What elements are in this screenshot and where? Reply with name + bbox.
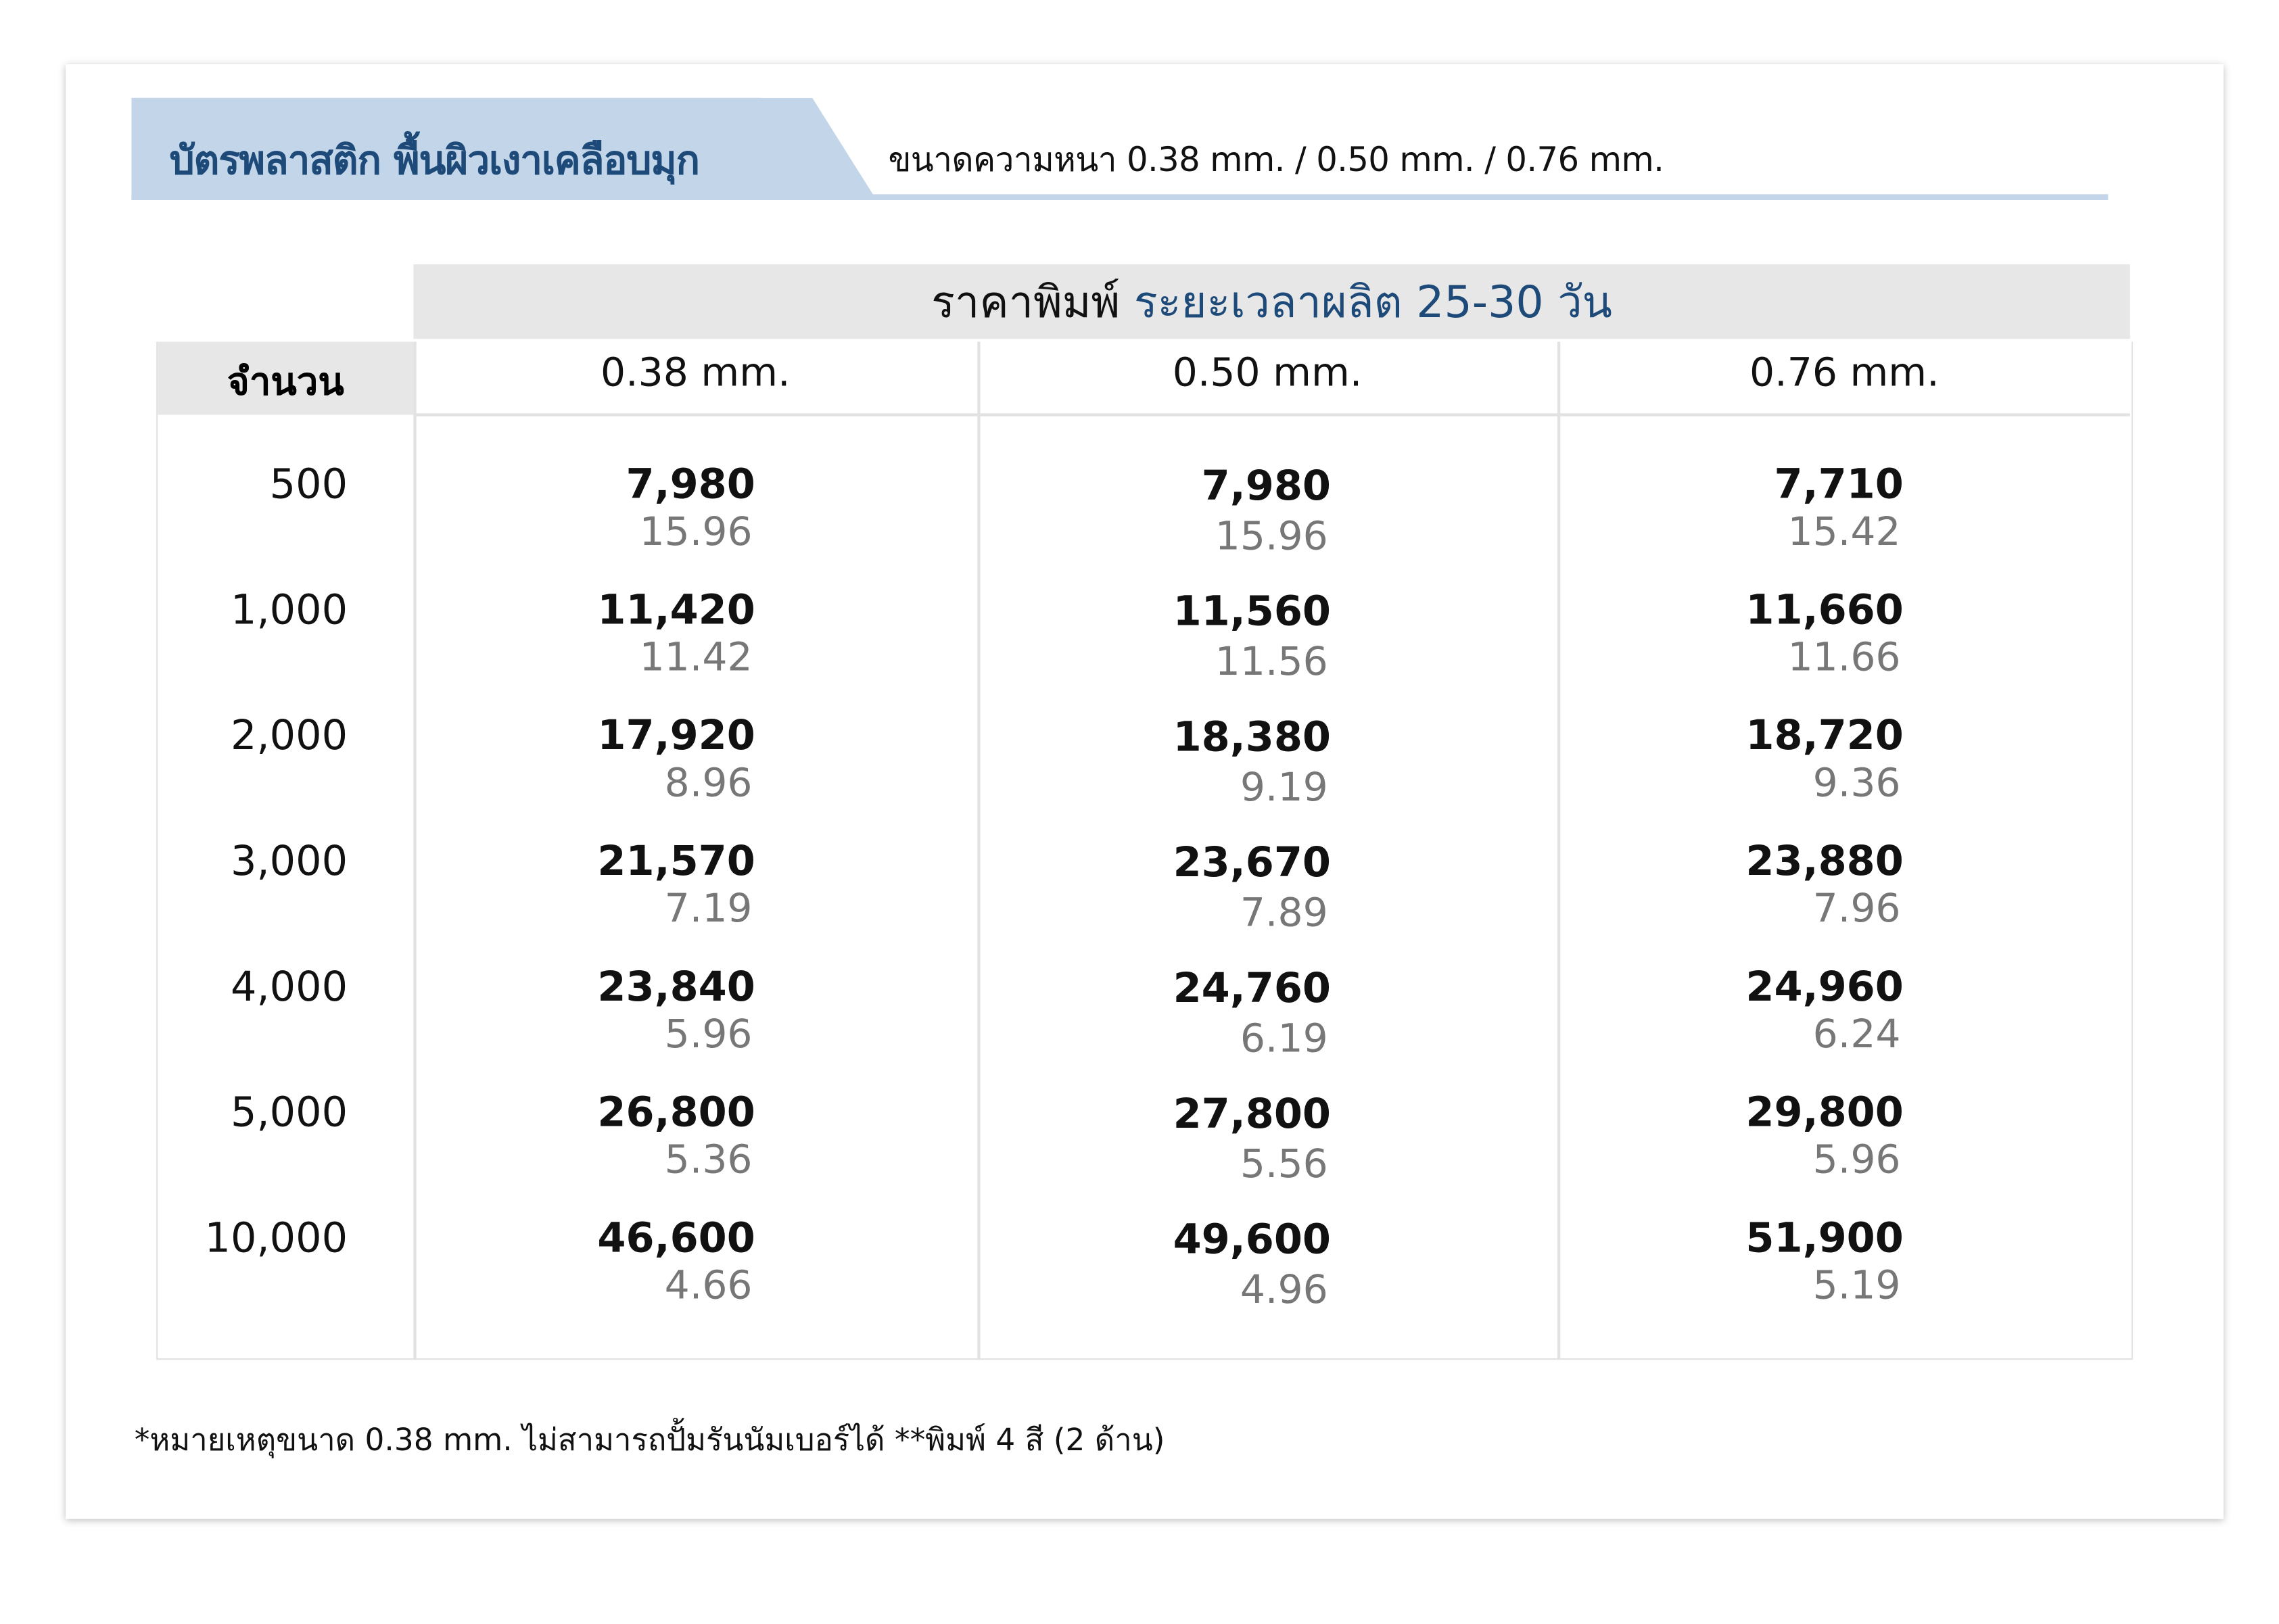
unit-price: 9.19 xyxy=(1240,765,1328,811)
total-price: 18,380 xyxy=(1173,713,1332,761)
total-price: 7,980 xyxy=(1201,461,1332,510)
unit-price: 4.96 xyxy=(1240,1268,1328,1314)
unit-price: 5.19 xyxy=(1812,1263,1901,1309)
column-divider xyxy=(977,341,981,1360)
unit-price: 15.96 xyxy=(639,509,753,555)
thickness-subtitle: ขนาดความหนา 0.38 mm. / 0.50 mm. / 0.76 m… xyxy=(888,141,1664,180)
price-label: ราคาพิมพ์ xyxy=(931,277,1121,329)
unit-price: 15.96 xyxy=(1215,514,1328,560)
unit-price: 11.66 xyxy=(1787,635,1901,681)
unit-price: 5.96 xyxy=(1812,1137,1901,1183)
total-price: 24,960 xyxy=(1745,962,1904,1011)
quantity-cell: 1,000 xyxy=(230,586,348,634)
total-price: 23,840 xyxy=(597,962,755,1011)
column-divider xyxy=(1557,341,1561,1360)
quantity-cell: 4,000 xyxy=(230,962,348,1011)
unit-price: 7.96 xyxy=(1812,886,1901,932)
total-price: 51,900 xyxy=(1745,1214,1904,1262)
total-price: 11,560 xyxy=(1173,587,1332,636)
total-price: 46,600 xyxy=(597,1214,755,1262)
unit-price: 4.66 xyxy=(664,1263,753,1309)
table-frame xyxy=(156,341,2134,1360)
quantity-cell: 2,000 xyxy=(230,711,348,760)
total-price: 17,920 xyxy=(597,711,755,760)
quantity-cell: 500 xyxy=(269,460,348,508)
quantity-cell: 3,000 xyxy=(230,836,348,886)
unit-price: 7.19 xyxy=(664,886,753,932)
total-price: 21,570 xyxy=(597,836,755,886)
unit-price: 5.36 xyxy=(664,1137,753,1183)
total-price: 27,800 xyxy=(1173,1089,1332,1138)
column-header: 0.38 mm. xyxy=(600,350,791,396)
column-divider xyxy=(413,341,417,1360)
unit-price: 11.42 xyxy=(639,635,753,681)
price-header-band: ราคาพิมพ์ ระยะเวลาผลิต 25-30 วัน xyxy=(413,264,2130,339)
production-time: ระยะเวลาผลิต 25-30 วัน xyxy=(1133,277,1612,329)
column-header: 0.50 mm. xyxy=(1172,350,1363,396)
total-price: 11,420 xyxy=(597,586,755,634)
total-price: 26,800 xyxy=(597,1088,755,1137)
unit-price: 9.36 xyxy=(1812,761,1901,807)
total-price: 7,980 xyxy=(626,460,755,508)
unit-price: 6.24 xyxy=(1812,1012,1901,1058)
total-price: 29,800 xyxy=(1745,1088,1904,1137)
quantity-header: จำนวน xyxy=(158,341,414,415)
total-price: 18,720 xyxy=(1745,711,1904,760)
unit-price: 7.89 xyxy=(1240,890,1328,936)
product-title: บัตรพลาสติก พื้นผิวเงาเคลือบมุก xyxy=(169,139,700,185)
unit-price: 5.56 xyxy=(1240,1142,1328,1188)
total-price: 23,880 xyxy=(1745,836,1904,886)
footnote: *หมายเหตุขนาด 0.38 mm. ไม่สามารถปั้มรันน… xyxy=(134,1423,1165,1458)
header-divider xyxy=(413,413,2130,416)
total-price: 7,710 xyxy=(1774,460,1904,508)
total-price: 23,670 xyxy=(1173,838,1332,887)
total-price: 49,600 xyxy=(1173,1215,1332,1264)
quantity-cell: 5,000 xyxy=(230,1088,348,1137)
unit-price: 8.96 xyxy=(664,761,753,807)
unit-price: 5.96 xyxy=(664,1012,753,1058)
title-tab xyxy=(131,97,818,200)
total-price: 24,760 xyxy=(1173,963,1332,1013)
unit-price: 6.19 xyxy=(1240,1016,1328,1062)
quantity-cell: 10,000 xyxy=(204,1214,348,1262)
unit-price: 15.42 xyxy=(1787,509,1901,555)
column-header: 0.76 mm. xyxy=(1749,350,1940,396)
unit-price: 11.56 xyxy=(1215,640,1328,686)
total-price: 11,660 xyxy=(1745,586,1904,634)
title-underline xyxy=(131,194,2109,200)
